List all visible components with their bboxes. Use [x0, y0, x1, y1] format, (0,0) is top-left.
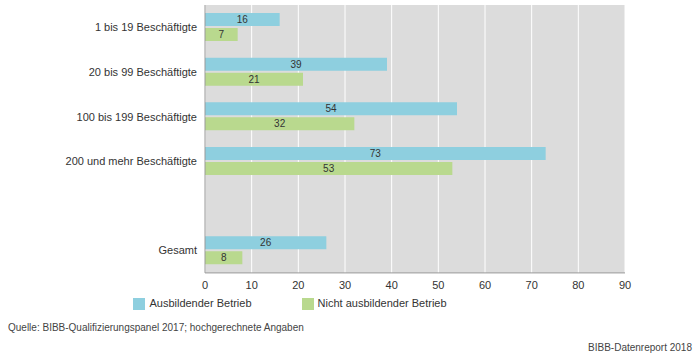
html-text:Quelle: BIBB-Qualifizierungspa: Quelle: BIBB-Qualifizierungspanel 2017; …	[8, 322, 304, 333]
svg-text:73: 73	[370, 148, 382, 159]
svg-text:50: 50	[432, 279, 444, 291]
svg-text:90: 90	[619, 279, 631, 291]
html-text:BIBB-Datenreport 2018: BIBB-Datenreport 2018	[588, 342, 692, 353]
svg-text:70: 70	[526, 279, 538, 291]
svg-text:0: 0	[202, 279, 208, 291]
svg-text:Gesamt: Gesamt	[158, 244, 197, 256]
svg-text:1 bis 19 Beschäftigte: 1 bis 19 Beschäftigte	[95, 21, 197, 33]
html-text:Ausbildender Betrieb: Ausbildender Betrieb	[149, 296, 252, 309]
svg-text:16: 16	[237, 14, 249, 25]
svg-text:80: 80	[572, 279, 584, 291]
svg-text:60: 60	[479, 279, 491, 291]
svg-text:20 bis 99 Beschäftigte: 20 bis 99 Beschäftigte	[89, 66, 197, 78]
svg-text:30: 30	[339, 279, 351, 291]
svg-text:53: 53	[323, 163, 335, 174]
svg-text:39: 39	[290, 59, 302, 70]
svg-text:10: 10	[246, 279, 258, 291]
svg-text:54: 54	[325, 103, 337, 114]
svg-text:20: 20	[292, 279, 304, 291]
svg-text:100 bis 199 Beschäftigte: 100 bis 199 Beschäftigte	[77, 111, 197, 123]
svg-text:21: 21	[248, 74, 260, 85]
svg-text:26: 26	[260, 237, 272, 248]
svg-text:40: 40	[386, 279, 398, 291]
svg-text:200 und mehr Beschäftigte: 200 und mehr Beschäftigte	[66, 155, 197, 167]
svg-text:8: 8	[221, 252, 227, 263]
svg-text:32: 32	[274, 118, 286, 129]
html-text:Nicht ausbildender Betrieb: Nicht ausbildender Betrieb	[317, 296, 447, 309]
svg-text:7: 7	[219, 29, 225, 40]
